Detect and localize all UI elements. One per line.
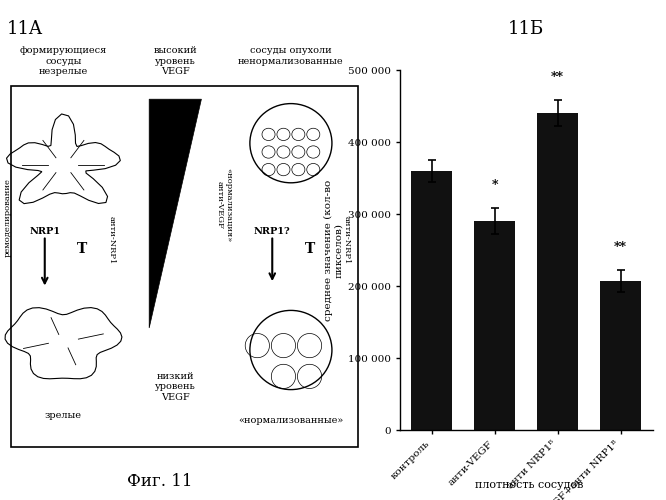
- Text: **: **: [551, 72, 564, 85]
- Text: ремоделирование: ремоделирование: [3, 178, 11, 258]
- Text: сосуды опухоли
ненормализованные: сосуды опухоли ненормализованные: [238, 46, 344, 66]
- Text: высокий
уровень
VEGF: высокий уровень VEGF: [153, 46, 197, 76]
- Text: T: T: [304, 242, 314, 256]
- Text: низкий
уровень
VEGF: низкий уровень VEGF: [155, 372, 196, 402]
- Text: «нормализация»
анти-VEGF: «нормализация» анти-VEGF: [215, 168, 232, 242]
- Text: 11Б: 11Б: [508, 20, 544, 38]
- Text: «нормализованные»: «нормализованные»: [238, 416, 344, 425]
- Text: T: T: [77, 242, 87, 256]
- FancyBboxPatch shape: [11, 86, 358, 447]
- Bar: [411, 171, 452, 430]
- Text: формирующиеся
сосуды
незрелые: формирующиеся сосуды незрелые: [20, 46, 107, 76]
- Text: 11A: 11A: [7, 20, 43, 38]
- Text: Фиг. 11: Фиг. 11: [127, 473, 192, 490]
- Text: анти-NRP1: анти-NRP1: [343, 216, 351, 264]
- Text: NRP1: NRP1: [29, 226, 60, 235]
- Bar: [537, 113, 578, 430]
- Text: *: *: [492, 180, 498, 192]
- Y-axis label: среднее значение (кол-во
пикселов): среднее значение (кол-во пикселов): [324, 180, 344, 320]
- Text: анти-NRP1: анти-NRP1: [108, 216, 116, 264]
- Text: плотность сосудов: плотность сосудов: [476, 480, 583, 490]
- Polygon shape: [149, 99, 201, 328]
- Bar: [474, 221, 515, 430]
- Text: **: **: [614, 242, 627, 254]
- Bar: [600, 281, 641, 430]
- Text: NRP1?: NRP1?: [254, 226, 290, 235]
- Text: зрелые: зрелые: [45, 412, 82, 420]
